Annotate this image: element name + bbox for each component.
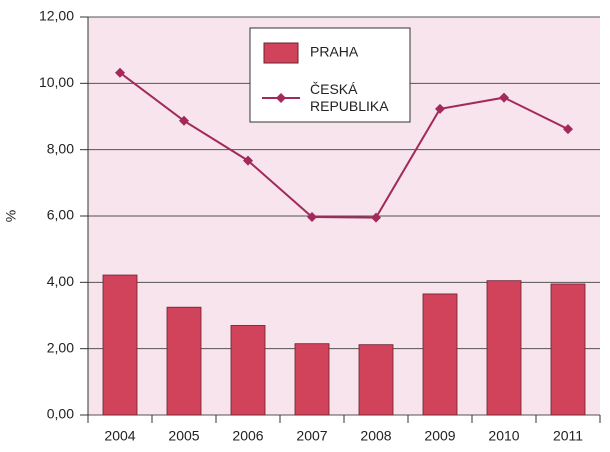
marker <box>499 92 509 103</box>
x-tick-label: 2005 <box>168 428 199 444</box>
y-tick-label: 4,00 <box>47 273 74 289</box>
y-tick-label: 8,00 <box>47 140 74 156</box>
legend-marker <box>276 93 286 103</box>
x-tick-label: 2010 <box>488 428 519 444</box>
bar <box>422 293 458 416</box>
y-tick-label: 10,00 <box>39 74 74 90</box>
bar <box>358 344 394 416</box>
marker <box>243 155 253 166</box>
y-tick-label: 12,00 <box>39 8 74 24</box>
legend-label: PRAHA <box>310 44 359 60</box>
bar <box>166 306 202 416</box>
bar <box>230 325 266 416</box>
x-tick-label: 2009 <box>424 428 455 444</box>
legend-box <box>249 27 411 123</box>
marker <box>435 103 445 114</box>
marker <box>115 67 125 78</box>
marker <box>371 212 381 223</box>
marker <box>179 115 189 126</box>
bar <box>102 274 138 416</box>
legend-swatch <box>263 42 299 64</box>
x-tick-label: 2004 <box>104 428 135 444</box>
bar <box>486 280 522 416</box>
y-tick-label: 0,00 <box>47 406 74 422</box>
x-tick-label: 2011 <box>553 428 583 444</box>
bar <box>294 343 330 416</box>
y-tick-label: 6,00 <box>47 207 74 223</box>
bar <box>550 283 586 416</box>
y-tick-label: 2,00 <box>47 339 74 355</box>
marker <box>563 124 573 135</box>
x-tick-label: 2006 <box>232 428 263 444</box>
x-tick-label: 2007 <box>296 428 327 444</box>
y-axis-label: % <box>3 210 19 222</box>
x-tick-label: 2008 <box>360 428 391 444</box>
legend-label: ČESKÁ REPUBLIKA <box>310 81 389 114</box>
marker <box>307 211 317 222</box>
line <box>119 71 569 219</box>
